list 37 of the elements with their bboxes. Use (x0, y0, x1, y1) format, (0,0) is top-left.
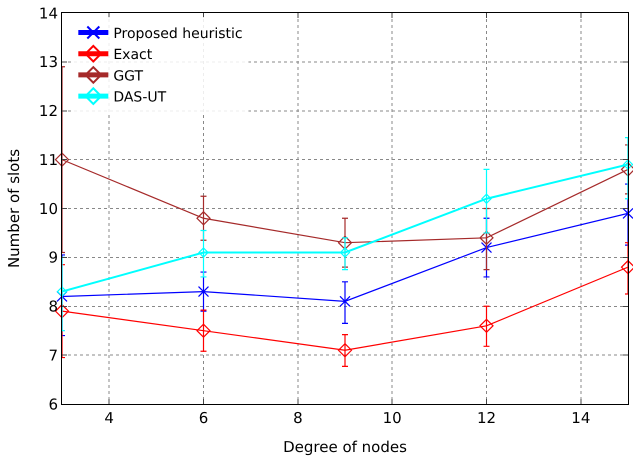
y-tick-label: 7 (48, 346, 58, 364)
y-tick-label: 12 (38, 102, 58, 120)
point (481, 194, 492, 204)
point (479, 318, 494, 333)
legend-label: Exact (113, 47, 153, 64)
x-tick-label: 4 (104, 409, 114, 427)
y-axis-title: Number of slots (5, 148, 24, 268)
x-tick-label: 14 (571, 409, 590, 427)
y-tick-label: 9 (48, 248, 58, 267)
point (339, 296, 351, 307)
x-tick-label: 8 (293, 409, 303, 427)
point (622, 208, 633, 219)
x-tick-label: 12 (476, 409, 496, 427)
y-tick-label: 10 (38, 200, 58, 218)
y-tick-label: 11 (38, 150, 58, 169)
x-tick-label: 10 (382, 409, 402, 427)
legend-label: GGT (113, 68, 144, 84)
point (56, 286, 68, 297)
point (56, 290, 68, 302)
point (338, 343, 352, 358)
legend-label: DAS-UT (113, 90, 167, 106)
y-tick-label: 14 (38, 4, 58, 22)
point (340, 247, 350, 258)
point (480, 242, 492, 254)
point (622, 159, 633, 170)
point (196, 211, 211, 226)
point (338, 236, 352, 250)
x-axis-title: Degree of nodes (283, 438, 408, 456)
y-tick-label: 6 (48, 395, 58, 414)
point (198, 247, 209, 258)
point (198, 286, 210, 298)
y-tick-label: 8 (48, 298, 58, 316)
point (196, 324, 211, 338)
x-tick-label: 6 (198, 409, 208, 427)
y-tick-label: 13 (38, 53, 58, 72)
legend-label: Proposed heuristic (113, 26, 243, 42)
point (479, 230, 494, 245)
